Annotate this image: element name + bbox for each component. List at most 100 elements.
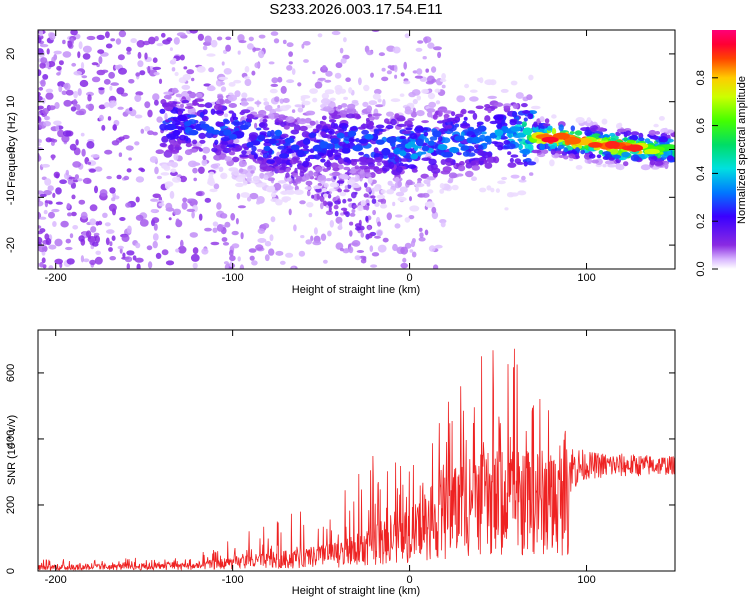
heatmap-cell bbox=[510, 174, 520, 179]
heatmap-cell bbox=[672, 150, 675, 157]
heatmap-cell bbox=[70, 30, 78, 36]
y-tick-label: 0 bbox=[5, 146, 17, 152]
heatmap-cell bbox=[152, 233, 159, 241]
heatmap-cell bbox=[250, 170, 255, 174]
heatmap-cell bbox=[42, 108, 49, 115]
spectrogram-ylabel: Frequency (Hz) bbox=[6, 112, 18, 188]
y-tick-label: 10 bbox=[5, 96, 17, 108]
heatmap-cell bbox=[501, 176, 508, 181]
heatmap-cell bbox=[531, 149, 541, 154]
x-tick-label: 0 bbox=[407, 574, 413, 586]
heatmap-cell bbox=[232, 156, 240, 163]
heatmap-cell bbox=[38, 236, 43, 244]
heatmap-cell bbox=[380, 189, 386, 194]
heatmap-cell bbox=[201, 248, 209, 255]
heatmap-cell bbox=[104, 149, 113, 155]
x-tick-label: -200 bbox=[45, 272, 67, 284]
heatmap-cell bbox=[62, 39, 66, 45]
heatmap-cell bbox=[518, 179, 527, 183]
heatmap-cell bbox=[549, 159, 555, 167]
heatmap-cell bbox=[38, 106, 43, 110]
heatmap-cell bbox=[70, 106, 77, 112]
heatmap-cell bbox=[116, 174, 122, 180]
heatmap-cell bbox=[239, 154, 249, 158]
heatmap-cell bbox=[125, 145, 134, 151]
heatmap-cell bbox=[417, 40, 424, 44]
heatmap-cell bbox=[75, 110, 85, 116]
heatmap-peak bbox=[454, 135, 465, 142]
heatmap-cell bbox=[432, 114, 438, 120]
heatmap-cell bbox=[306, 190, 311, 197]
snr-series-line bbox=[38, 348, 675, 571]
heatmap-cell bbox=[401, 130, 412, 135]
heatmap-cell bbox=[251, 145, 257, 152]
heatmap-cell bbox=[44, 200, 53, 204]
heatmap-cell bbox=[162, 102, 171, 107]
heatmap-cell bbox=[193, 177, 197, 182]
heatmap-cell bbox=[370, 264, 378, 268]
heatmap-cell bbox=[98, 56, 103, 65]
heatmap-cell bbox=[213, 110, 224, 115]
heatmap-cell bbox=[414, 75, 423, 79]
heatmap-cell bbox=[586, 117, 592, 124]
heatmap-cell bbox=[216, 36, 223, 41]
heatmap-cell bbox=[249, 192, 259, 200]
heatmap-cell bbox=[118, 30, 127, 38]
heatmap-cell bbox=[204, 197, 211, 203]
colorbar-gradient bbox=[712, 30, 736, 269]
heatmap-cell bbox=[172, 176, 182, 183]
heatmap-cell bbox=[429, 136, 438, 141]
heatmap-cell bbox=[38, 48, 44, 55]
heatmap-cell bbox=[268, 248, 275, 256]
heatmap-cell bbox=[207, 180, 213, 185]
heatmap-cell bbox=[343, 189, 350, 193]
heatmap-cell bbox=[343, 211, 349, 215]
heatmap-cell bbox=[106, 229, 115, 234]
heatmap-cell bbox=[602, 163, 607, 168]
heatmap-cell bbox=[601, 118, 608, 125]
heatmap-cell bbox=[48, 211, 55, 219]
heatmap-cell bbox=[52, 221, 57, 227]
heatmap-cell bbox=[97, 220, 103, 226]
heatmap-cell bbox=[244, 66, 250, 73]
heatmap-cell bbox=[48, 105, 56, 111]
heatmap-cell bbox=[420, 151, 427, 155]
heatmap-cell bbox=[66, 258, 75, 265]
heatmap-cell bbox=[409, 205, 420, 212]
heatmap-cell bbox=[119, 247, 123, 254]
heatmap-cell bbox=[258, 34, 266, 39]
heatmap-peak bbox=[177, 114, 187, 122]
snr-y-ticks: 0 200 400 600 bbox=[5, 364, 675, 574]
heatmap-cell bbox=[251, 260, 258, 266]
heatmap-cell bbox=[333, 204, 339, 210]
heatmap-cell bbox=[186, 114, 197, 118]
heatmap-cell bbox=[153, 223, 158, 231]
heatmap-cell bbox=[268, 61, 275, 65]
heatmap-cell bbox=[539, 143, 546, 151]
heatmap-cell bbox=[79, 79, 89, 88]
heatmap-cell bbox=[62, 51, 72, 58]
heatmap-cell bbox=[181, 84, 191, 90]
heatmap-cell bbox=[510, 80, 518, 86]
heatmap-cell bbox=[220, 81, 226, 86]
heatmap-cell bbox=[341, 103, 348, 108]
heatmap-cell bbox=[325, 178, 333, 182]
heatmap-cell bbox=[329, 220, 334, 228]
y-tick-label: -20 bbox=[5, 237, 17, 253]
heatmap-cell bbox=[431, 66, 437, 73]
y-tick-label: 0 bbox=[5, 568, 17, 574]
heatmap-cell bbox=[237, 50, 241, 55]
heatmap-cell bbox=[171, 87, 179, 94]
heatmap-cell bbox=[135, 242, 141, 249]
heatmap-cell bbox=[123, 175, 130, 181]
heatmap-cell bbox=[648, 129, 657, 136]
heatmap-cell bbox=[98, 87, 105, 91]
heatmap-cell bbox=[371, 252, 380, 257]
heatmap-cell bbox=[165, 119, 170, 123]
heatmap-cell bbox=[621, 151, 631, 158]
heatmap-cell bbox=[210, 241, 220, 246]
y-tick-label: -10 bbox=[5, 189, 17, 205]
heatmap-peak bbox=[393, 147, 402, 155]
heatmap-cell bbox=[116, 87, 125, 95]
heatmap-cell bbox=[442, 128, 448, 132]
